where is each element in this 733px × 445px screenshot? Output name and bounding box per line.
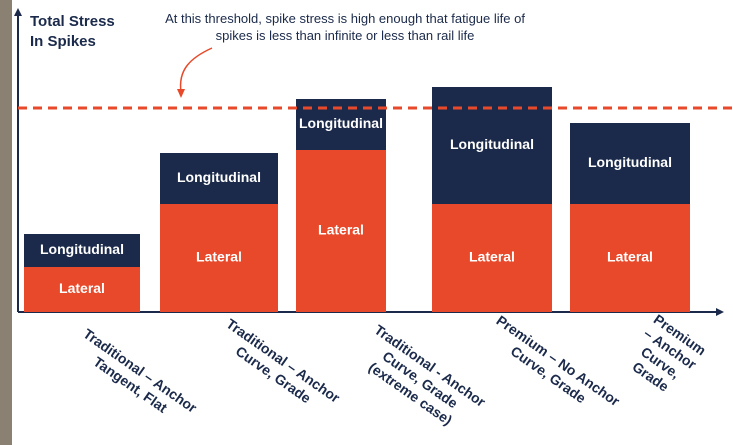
segment-label: Lateral [196,249,242,265]
bar-segment [296,150,386,312]
bar-segment [24,234,140,267]
segment-label: Longitudinal [450,136,534,152]
x-axis-arrow [716,308,724,316]
segment-label: Lateral [469,249,515,265]
annotation-arrowhead [177,89,185,98]
segment-label: Longitudinal [177,169,261,185]
bar-segment [570,123,690,204]
photo-edge [0,0,12,445]
segment-label: Longitudinal [40,241,124,257]
y-axis-arrow [14,8,22,16]
axis-title: Total Stress In Spikes [30,13,115,50]
annotation-arrow [179,47,213,93]
bar-segment [570,204,690,312]
segment-label: Lateral [59,280,105,296]
segment-label: Longitudinal [299,115,383,131]
segment-label: Lateral [607,249,653,265]
segment-label: Lateral [318,222,364,238]
bar-segment [160,204,278,312]
annotation: At this threshold, spike stress is high … [165,11,525,43]
bar-segment [432,204,552,312]
bar-segment [160,153,278,204]
bar-segment [24,267,140,312]
segment-label: Longitudinal [588,154,672,170]
